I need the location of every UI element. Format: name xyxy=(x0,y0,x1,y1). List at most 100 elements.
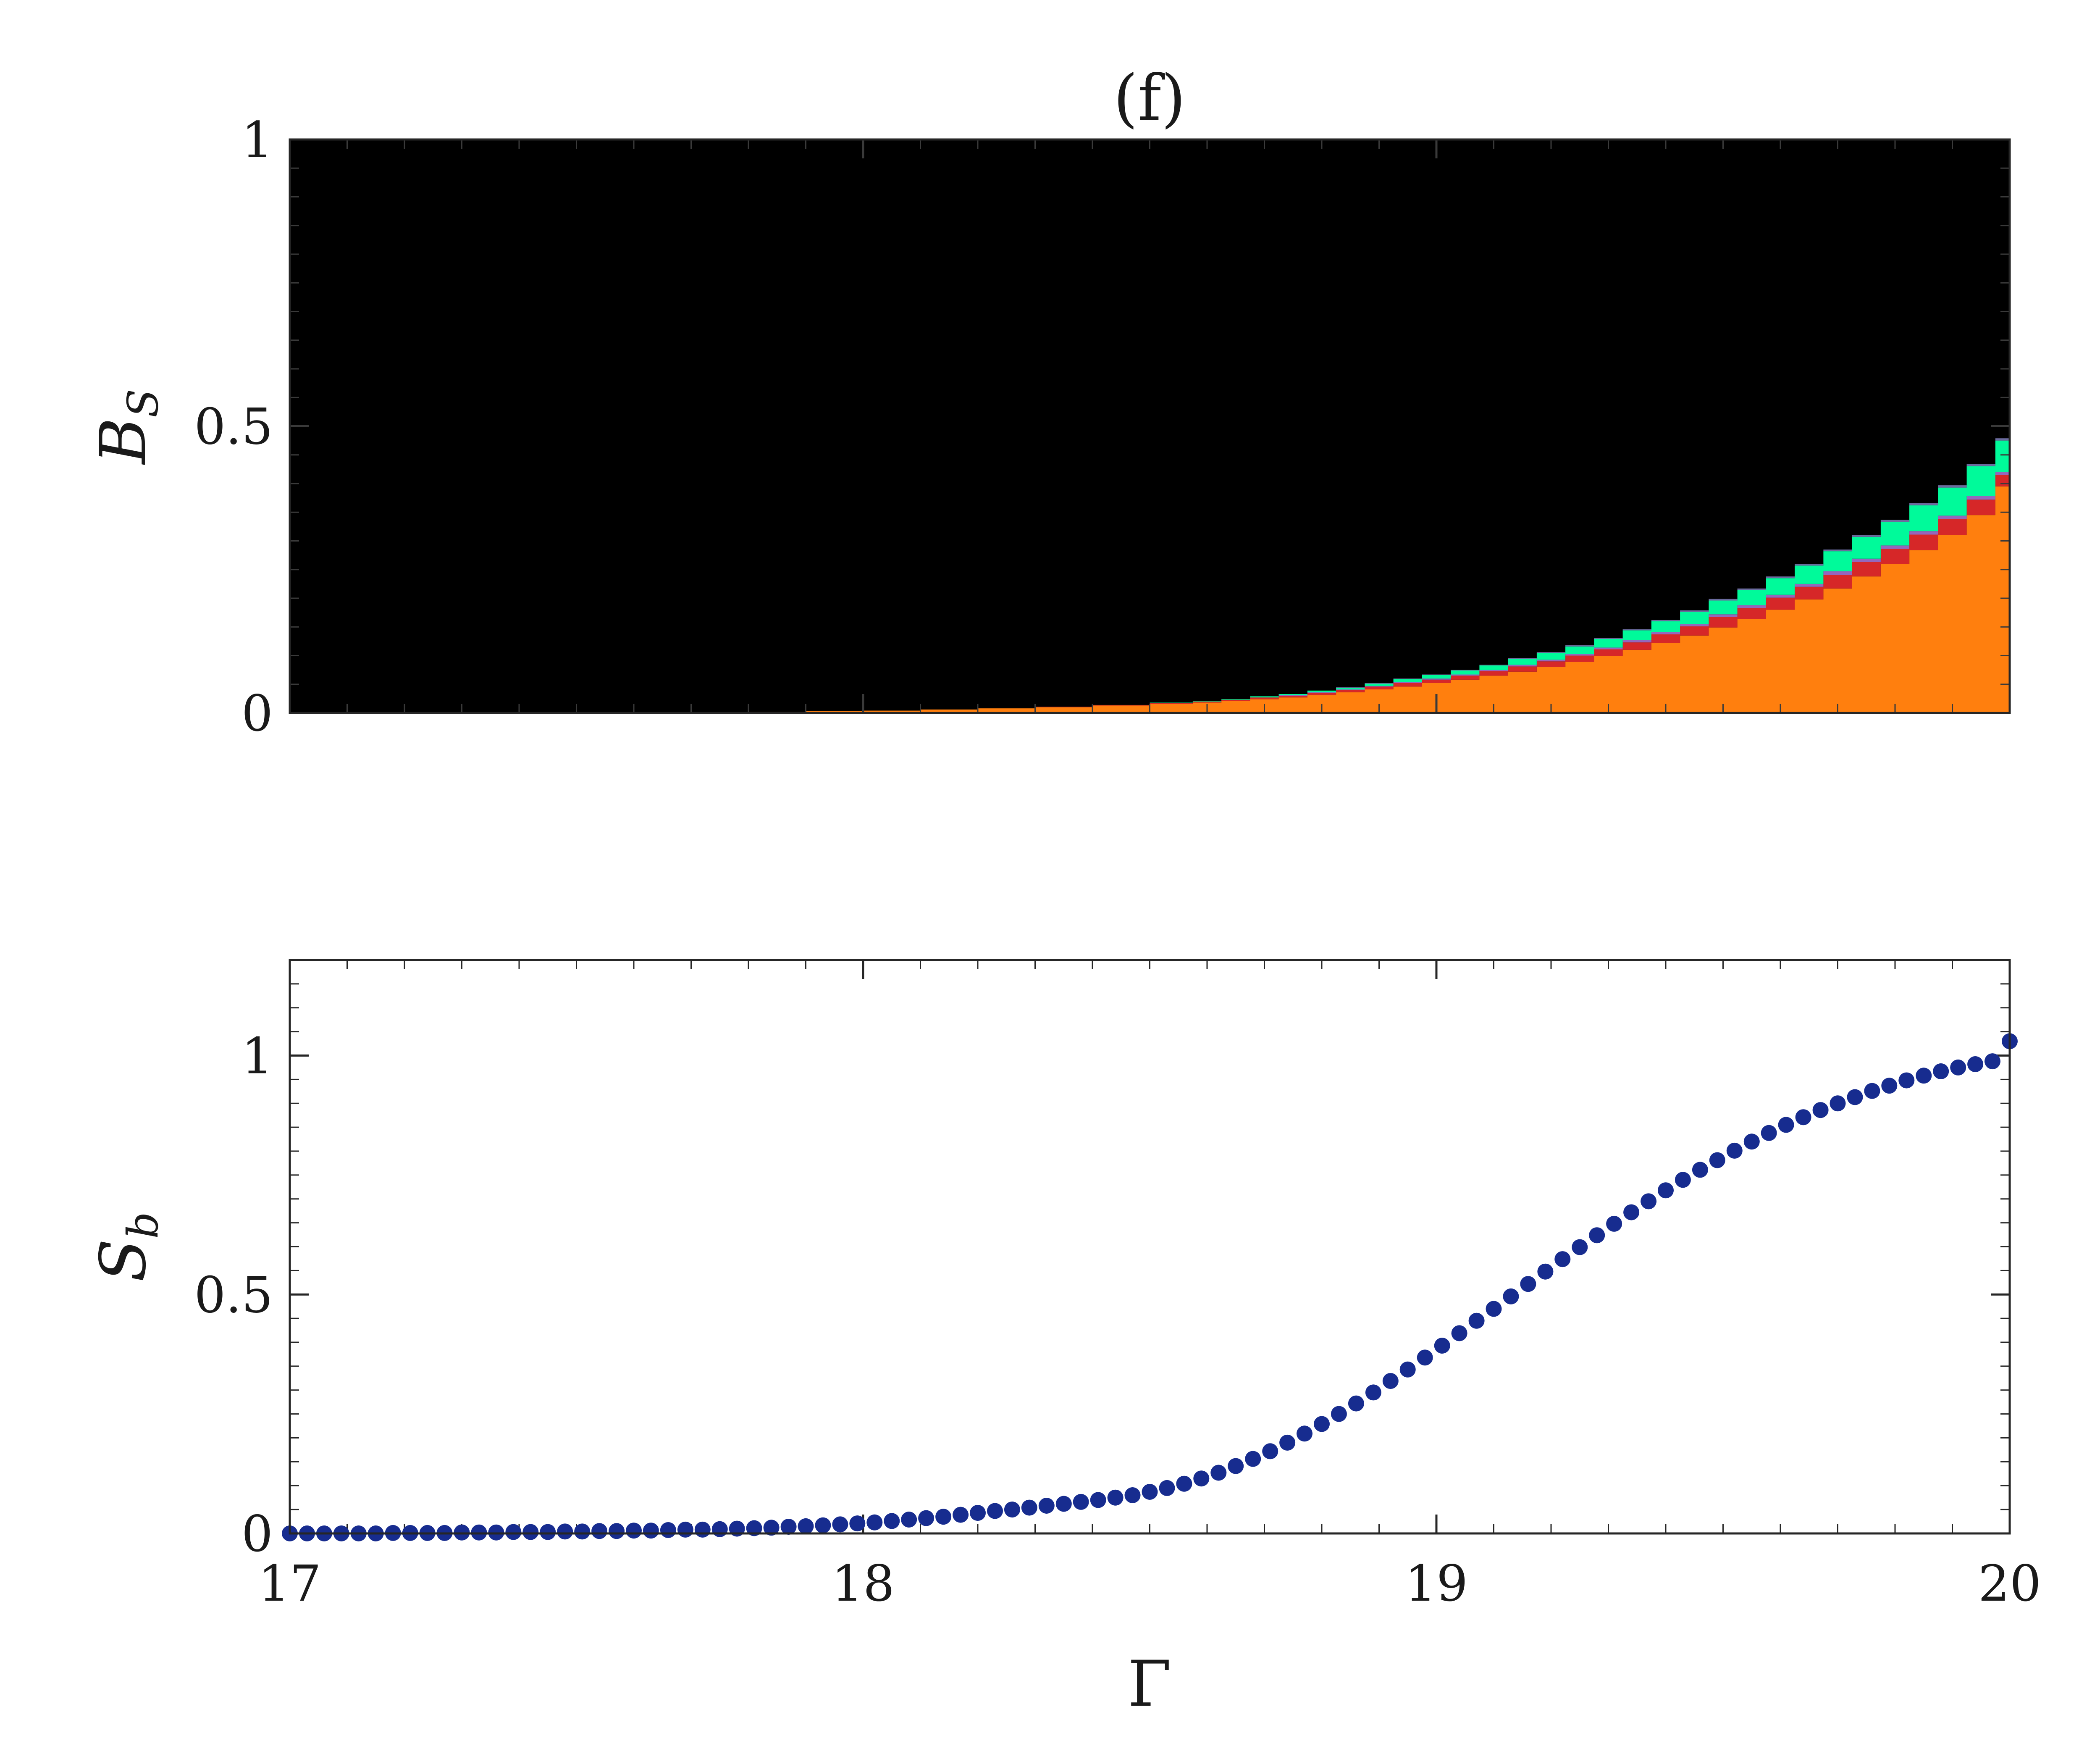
scatter-point xyxy=(901,1512,917,1528)
scatter-point xyxy=(1468,1312,1485,1329)
scatter-point xyxy=(1004,1502,1020,1518)
scatter-point xyxy=(1812,1102,1829,1118)
scatter-point xyxy=(1503,1288,1519,1304)
scatter-point xyxy=(935,1509,952,1525)
scatter-point xyxy=(1916,1068,1932,1084)
scatter-point xyxy=(815,1517,831,1533)
scatter-point xyxy=(746,1520,762,1536)
y-tick-label: 0 xyxy=(242,1505,273,1563)
scatter-point xyxy=(1210,1465,1227,1481)
y-tick-label: 1 xyxy=(242,111,273,169)
y-tick-label: 0 xyxy=(242,684,273,742)
bottom-plot-frame xyxy=(289,959,2011,1535)
scatter-point xyxy=(1847,1089,1863,1105)
scatter-point xyxy=(1245,1451,1261,1467)
scatter-point xyxy=(1486,1301,1502,1317)
scatter-point xyxy=(1881,1078,1898,1094)
scatter-point xyxy=(609,1523,625,1539)
scatter-point xyxy=(1434,1338,1450,1354)
y-tick-label: 0.5 xyxy=(194,398,273,456)
scatter-point xyxy=(1743,1133,1760,1150)
scatter-point xyxy=(866,1514,883,1530)
scatter-point xyxy=(1331,1406,1347,1422)
scatter-point xyxy=(1726,1142,1743,1159)
scatter-point xyxy=(1142,1484,1158,1500)
scatter-point xyxy=(1898,1072,1915,1089)
x-tick-label: 19 xyxy=(1405,1554,1468,1612)
scatter-point xyxy=(660,1522,676,1538)
scatter-point xyxy=(1641,1193,1657,1210)
top-y-tick-labels: 00.51 xyxy=(194,111,273,742)
scatter-point xyxy=(987,1503,1003,1519)
scatter-point xyxy=(1055,1496,1072,1512)
scatter-series xyxy=(282,1033,2018,1541)
scatter-point xyxy=(1864,1083,1880,1099)
y-tick-label: 0.5 xyxy=(194,1266,273,1324)
scatter-point xyxy=(540,1524,556,1540)
scatter-point xyxy=(849,1515,866,1532)
bottom-y-axis-label: Sb xyxy=(87,1212,168,1282)
area-series-1 xyxy=(705,486,2010,713)
scatter-point xyxy=(1830,1095,1846,1112)
scatter-point xyxy=(1399,1361,1416,1378)
scatter-point xyxy=(1314,1416,1330,1432)
scatter-point xyxy=(574,1523,591,1540)
scatter-point xyxy=(1262,1443,1278,1459)
scatter-point xyxy=(1107,1489,1124,1506)
scatter-point xyxy=(1038,1498,1055,1514)
scatter-point xyxy=(1417,1349,1433,1366)
scatter-point xyxy=(1348,1395,1364,1412)
scatter-point xyxy=(1228,1458,1244,1474)
top-plot-frame xyxy=(289,138,2011,714)
scatter-point xyxy=(1021,1499,1037,1516)
scatter-point xyxy=(591,1523,608,1539)
bottom-plot-background xyxy=(290,960,2010,1533)
scatter-point xyxy=(884,1513,900,1529)
panel-title: (f) xyxy=(1113,62,1186,135)
x-tick-label: 20 xyxy=(1978,1554,2041,1612)
scatter-point xyxy=(1073,1494,1089,1510)
scatter-point xyxy=(798,1518,814,1534)
scatter-point xyxy=(1933,1063,1949,1079)
scatter-point xyxy=(1795,1109,1811,1126)
top-panel: (f) 00.51 BS xyxy=(87,62,2011,742)
scatter-point xyxy=(1159,1480,1175,1496)
scatter-point xyxy=(780,1519,797,1535)
x-tick-label: 18 xyxy=(832,1554,895,1612)
scatter-point xyxy=(918,1510,934,1526)
scatter-point xyxy=(1761,1125,1777,1141)
scatter-point xyxy=(1176,1475,1192,1492)
scatter-point xyxy=(1950,1059,1966,1076)
scatter-point xyxy=(1778,1117,1794,1133)
scatter-point xyxy=(1589,1227,1605,1244)
scatter-point xyxy=(1297,1425,1312,1442)
scatter-point xyxy=(522,1524,539,1540)
scatter-point xyxy=(1124,1487,1141,1503)
scatter-point xyxy=(505,1524,522,1540)
scatter-point xyxy=(1709,1152,1725,1168)
scatter-point xyxy=(626,1523,642,1539)
scatter-point xyxy=(1623,1204,1640,1220)
stacked-area-series xyxy=(705,438,2010,713)
top-y-axis-label: BS xyxy=(87,389,168,465)
scatter-point xyxy=(711,1521,728,1537)
scatter-point xyxy=(1675,1172,1691,1188)
scatter-point xyxy=(557,1523,573,1540)
scatter-point xyxy=(953,1507,969,1523)
scatter-point xyxy=(1279,1434,1296,1451)
x-axis-label: Γ xyxy=(1128,1648,1171,1721)
scatter-point xyxy=(970,1505,986,1521)
scatter-point xyxy=(763,1520,780,1536)
scatter-point xyxy=(694,1521,711,1538)
bottom-x-tick-labels: 17 18 19 20 xyxy=(258,1554,2041,1612)
scatter-point xyxy=(1658,1182,1674,1199)
scatter-point xyxy=(1692,1162,1708,1178)
scatter-point xyxy=(643,1523,659,1539)
x-tick-label: 17 xyxy=(258,1554,321,1612)
scatter-point xyxy=(1554,1251,1571,1268)
bottom-panel: 00.51 17 18 19 20 Sb Γ xyxy=(87,959,2041,1721)
scatter-point xyxy=(1451,1325,1467,1341)
scatter-point xyxy=(1193,1470,1210,1487)
scatter-point xyxy=(1984,1053,2000,1070)
